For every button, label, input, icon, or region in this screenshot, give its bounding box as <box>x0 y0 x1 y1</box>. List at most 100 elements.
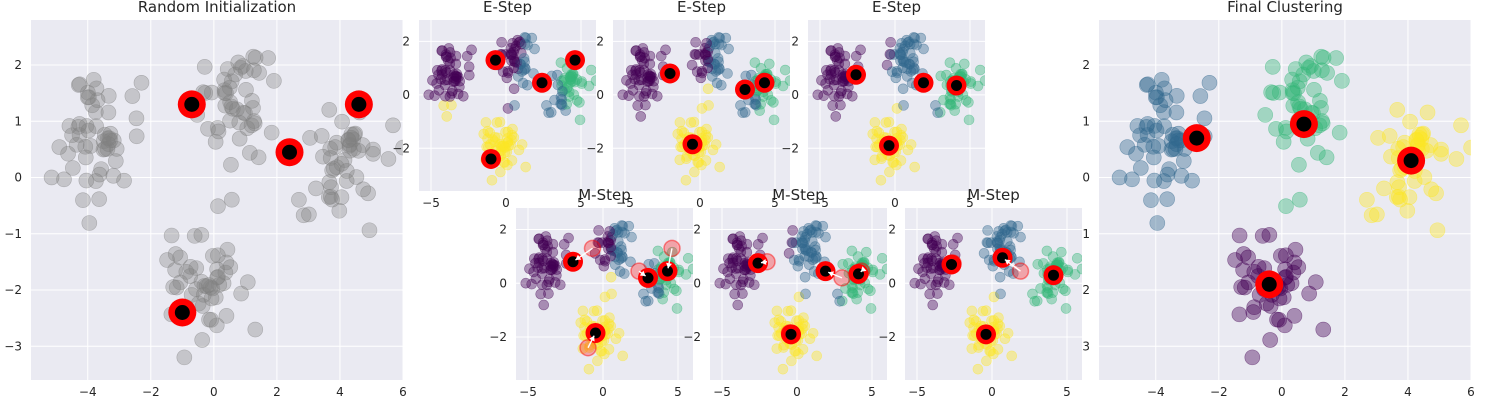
data-point <box>807 327 819 339</box>
data-point <box>207 134 224 150</box>
y-tick-label: 0 <box>14 171 22 185</box>
data-point <box>617 350 629 362</box>
x-tick-label: 0 <box>988 385 996 399</box>
panel-e-step-3: −5 0 5 −2 0 2 E-Step <box>781 0 985 210</box>
data-point <box>1145 149 1162 166</box>
data-point <box>966 305 978 317</box>
data-point <box>322 188 339 205</box>
data-point <box>960 95 972 106</box>
x-tick-label: −5 <box>908 385 926 399</box>
data-point <box>674 117 686 128</box>
data-point <box>590 75 596 86</box>
data-point <box>1014 256 1025 268</box>
data-point <box>917 266 928 278</box>
arrow-head <box>575 254 582 261</box>
data-point <box>777 363 789 375</box>
data-point <box>182 259 199 275</box>
data-point <box>779 64 790 76</box>
data-point <box>604 226 615 237</box>
data-point <box>1156 118 1172 134</box>
data-point <box>245 100 261 116</box>
panel-random-init: −4 −2 0 2 4 6 −3 −2 −1 0 1 2 Random Initialization <box>4 0 407 399</box>
centroid-core <box>485 153 497 165</box>
x-tick-label: 5 <box>771 196 779 210</box>
data-point <box>605 271 617 283</box>
data-point <box>1240 249 1256 266</box>
data-point <box>1383 148 1399 165</box>
data-point <box>1167 141 1184 157</box>
data-point <box>597 315 608 326</box>
data-point <box>799 250 811 262</box>
data-point <box>740 70 752 82</box>
data-point <box>433 84 445 96</box>
data-point <box>1057 283 1069 295</box>
data-point <box>966 343 978 354</box>
data-point <box>810 226 822 238</box>
data-point <box>245 48 262 65</box>
data-point <box>1268 121 1284 137</box>
data-point <box>443 43 455 54</box>
data-point <box>108 141 125 157</box>
data-point <box>755 62 767 74</box>
data-point <box>494 116 506 128</box>
data-point <box>724 273 736 285</box>
data-point <box>558 75 570 86</box>
y-tick-label: 1 <box>1082 114 1090 128</box>
data-point <box>818 90 829 101</box>
data-point <box>1071 253 1082 264</box>
data-point <box>930 279 942 291</box>
data-point <box>1331 124 1348 141</box>
data-point <box>915 278 926 290</box>
data-point <box>644 73 656 85</box>
data-point <box>640 296 652 307</box>
arrow-head <box>1004 259 1011 265</box>
data-point <box>737 288 748 299</box>
x-tick-label: 0 <box>1278 385 1286 399</box>
data-point <box>922 233 934 245</box>
data-point <box>841 88 853 100</box>
data-point <box>70 77 87 93</box>
y-tick-label: 2 <box>888 223 896 237</box>
data-point <box>1139 76 1156 93</box>
data-point <box>1128 145 1144 162</box>
data-point <box>765 95 777 106</box>
data-point <box>646 88 658 100</box>
data-point <box>1047 251 1059 262</box>
data-point <box>1173 168 1190 184</box>
data-point <box>124 88 141 104</box>
data-point <box>540 231 552 242</box>
data-point <box>825 45 837 57</box>
x-tick-label: 0 <box>210 385 218 399</box>
x-tick-label: 5 <box>577 196 585 210</box>
data-point <box>1419 104 1436 121</box>
data-point <box>361 222 378 239</box>
centroid-core <box>850 69 862 81</box>
data-point <box>193 273 210 290</box>
data-point <box>1315 321 1332 338</box>
data-point <box>342 142 358 159</box>
data-point <box>655 50 667 62</box>
data-point <box>444 91 456 102</box>
centroid-core <box>820 265 831 277</box>
data-point <box>581 316 593 327</box>
data-point <box>450 73 462 85</box>
data-point <box>1139 127 1156 143</box>
data-point <box>438 100 450 111</box>
data-point <box>784 75 790 86</box>
centroid-core <box>662 265 673 277</box>
data-point <box>1146 172 1163 189</box>
data-point <box>365 141 381 158</box>
y-tick-label: 2 <box>1082 58 1090 72</box>
data-point <box>875 174 887 186</box>
data-point <box>395 139 403 156</box>
y-tick-label: 2 <box>693 223 701 237</box>
data-point <box>963 114 975 126</box>
data-point <box>873 127 885 139</box>
data-point <box>852 251 864 262</box>
data-point <box>1192 88 1209 104</box>
data-point <box>898 100 909 111</box>
data-point <box>1369 206 1385 223</box>
data-point <box>549 277 561 288</box>
data-point <box>1161 161 1177 177</box>
centroid-core <box>752 257 764 269</box>
